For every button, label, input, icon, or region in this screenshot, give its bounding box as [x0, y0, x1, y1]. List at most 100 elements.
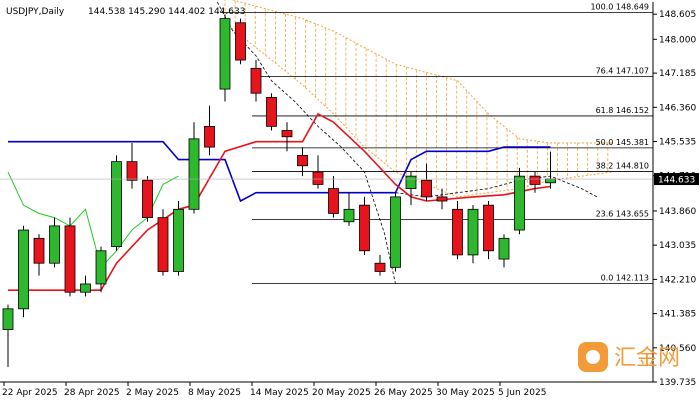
- candle: [266, 93, 277, 131]
- candle-body: [219, 18, 231, 90]
- candle: [483, 201, 494, 260]
- candle-body: [328, 188, 339, 214]
- y-tick-label: 146.360: [659, 103, 696, 113]
- candle: [235, 18, 246, 65]
- fib-level-label: 23.6 143.655: [596, 209, 649, 218]
- candle: [436, 188, 448, 210]
- tenkan-line: [8, 112, 551, 291]
- candle: [452, 201, 463, 260]
- candle: [312, 155, 324, 189]
- candle: [2, 304, 14, 367]
- fib-level-label: 76.4 147.107: [596, 66, 649, 75]
- x-tick-label: 26 May 2025: [374, 388, 433, 398]
- candle-body: [374, 262, 386, 272]
- candle: [405, 171, 417, 206]
- y-tick-label: 145.535: [659, 138, 696, 148]
- candle: [374, 254, 386, 276]
- fib-level-label: 0.0 142.113: [601, 273, 649, 282]
- candle-body: [250, 67, 262, 94]
- candle: [157, 209, 169, 276]
- kijun-line: [8, 140, 551, 203]
- candle: [126, 142, 138, 189]
- y-tick-label: 148.605: [659, 10, 696, 20]
- y-tick-label: 139.735: [659, 378, 696, 388]
- candle: [95, 246, 107, 293]
- current-price-tag: [654, 173, 699, 186]
- y-tick-label: 142.210: [659, 275, 696, 285]
- ichimoku-cloud: [224, 0, 613, 198]
- candle-body: [235, 22, 246, 61]
- x-tick-label: 2 May 2025: [126, 388, 179, 398]
- candle: [188, 122, 200, 214]
- x-tick-label: 20 May 2025: [312, 388, 371, 398]
- fib-level-label: 38.2 144.810: [596, 162, 649, 171]
- candle-body: [188, 138, 200, 210]
- candle: [529, 171, 541, 193]
- watermark-text: 汇金网: [614, 346, 680, 371]
- candle: [498, 234, 510, 268]
- candle: [467, 205, 479, 264]
- candle-body: [483, 204, 494, 252]
- current-price-label: 144.633: [658, 176, 695, 186]
- candle: [173, 201, 184, 276]
- ohlc-label: 144.538 145.290 144.402 144.633: [88, 7, 245, 17]
- candle-body: [64, 225, 76, 293]
- candle: [111, 155, 122, 251]
- candle-body: [126, 161, 138, 181]
- candle-body: [111, 161, 122, 248]
- y-tick-label: 147.185: [659, 69, 696, 79]
- candle: [142, 176, 153, 222]
- candle-body: [514, 175, 525, 231]
- candle: [359, 196, 370, 255]
- candle-body: [95, 250, 107, 285]
- x-tick-label: 5 Jun 2025: [498, 388, 546, 398]
- x-tick-label: 14 May 2025: [250, 388, 309, 398]
- candle: [343, 192, 355, 226]
- candle-body: [281, 130, 293, 138]
- cloud-upper-span: [230, 0, 613, 144]
- x-tick-label: 22 Apr 2025: [2, 388, 58, 398]
- candle: [297, 147, 308, 177]
- y-tick-label: 143.860: [659, 207, 696, 217]
- candle-body: [421, 179, 432, 198]
- candle: [33, 234, 45, 276]
- candle-body: [2, 308, 14, 330]
- candle-body: [18, 229, 29, 310]
- candle-body: [545, 178, 556, 184]
- x-tick-label: 8 May 2025: [188, 388, 241, 398]
- candle-body: [343, 208, 355, 223]
- candle-body: [173, 208, 184, 272]
- y-tick-label: 141.385: [659, 310, 696, 320]
- y-tick-label: 143.035: [659, 241, 696, 251]
- candle-body: [204, 125, 215, 148]
- candle: [80, 275, 91, 297]
- candle-body: [467, 208, 479, 256]
- candle-body: [452, 208, 463, 256]
- candle: [328, 176, 339, 218]
- candle-body: [436, 196, 448, 202]
- candle: [281, 122, 293, 152]
- y-tick-label: 140.560: [659, 344, 696, 354]
- watermark-logo-inner-icon: [586, 350, 600, 364]
- candle-body: [359, 204, 370, 252]
- candle: [49, 217, 60, 268]
- watermark: 汇金网: [578, 342, 680, 372]
- candle-body: [312, 171, 324, 185]
- candle-body: [390, 196, 401, 268]
- candle: [390, 192, 401, 272]
- candle-body: [142, 179, 153, 219]
- candle-body: [498, 237, 510, 260]
- fib-level-label: 61.8 146.152: [596, 106, 649, 115]
- fib-level-label: 100.0 148.649: [590, 2, 649, 11]
- candle-body: [529, 175, 541, 185]
- candle: [219, 14, 231, 102]
- candle: [250, 60, 262, 102]
- candle-body: [405, 175, 417, 189]
- candle-body: [266, 96, 277, 127]
- candle: [421, 163, 432, 202]
- candles: [2, 14, 556, 367]
- candle: [64, 217, 76, 297]
